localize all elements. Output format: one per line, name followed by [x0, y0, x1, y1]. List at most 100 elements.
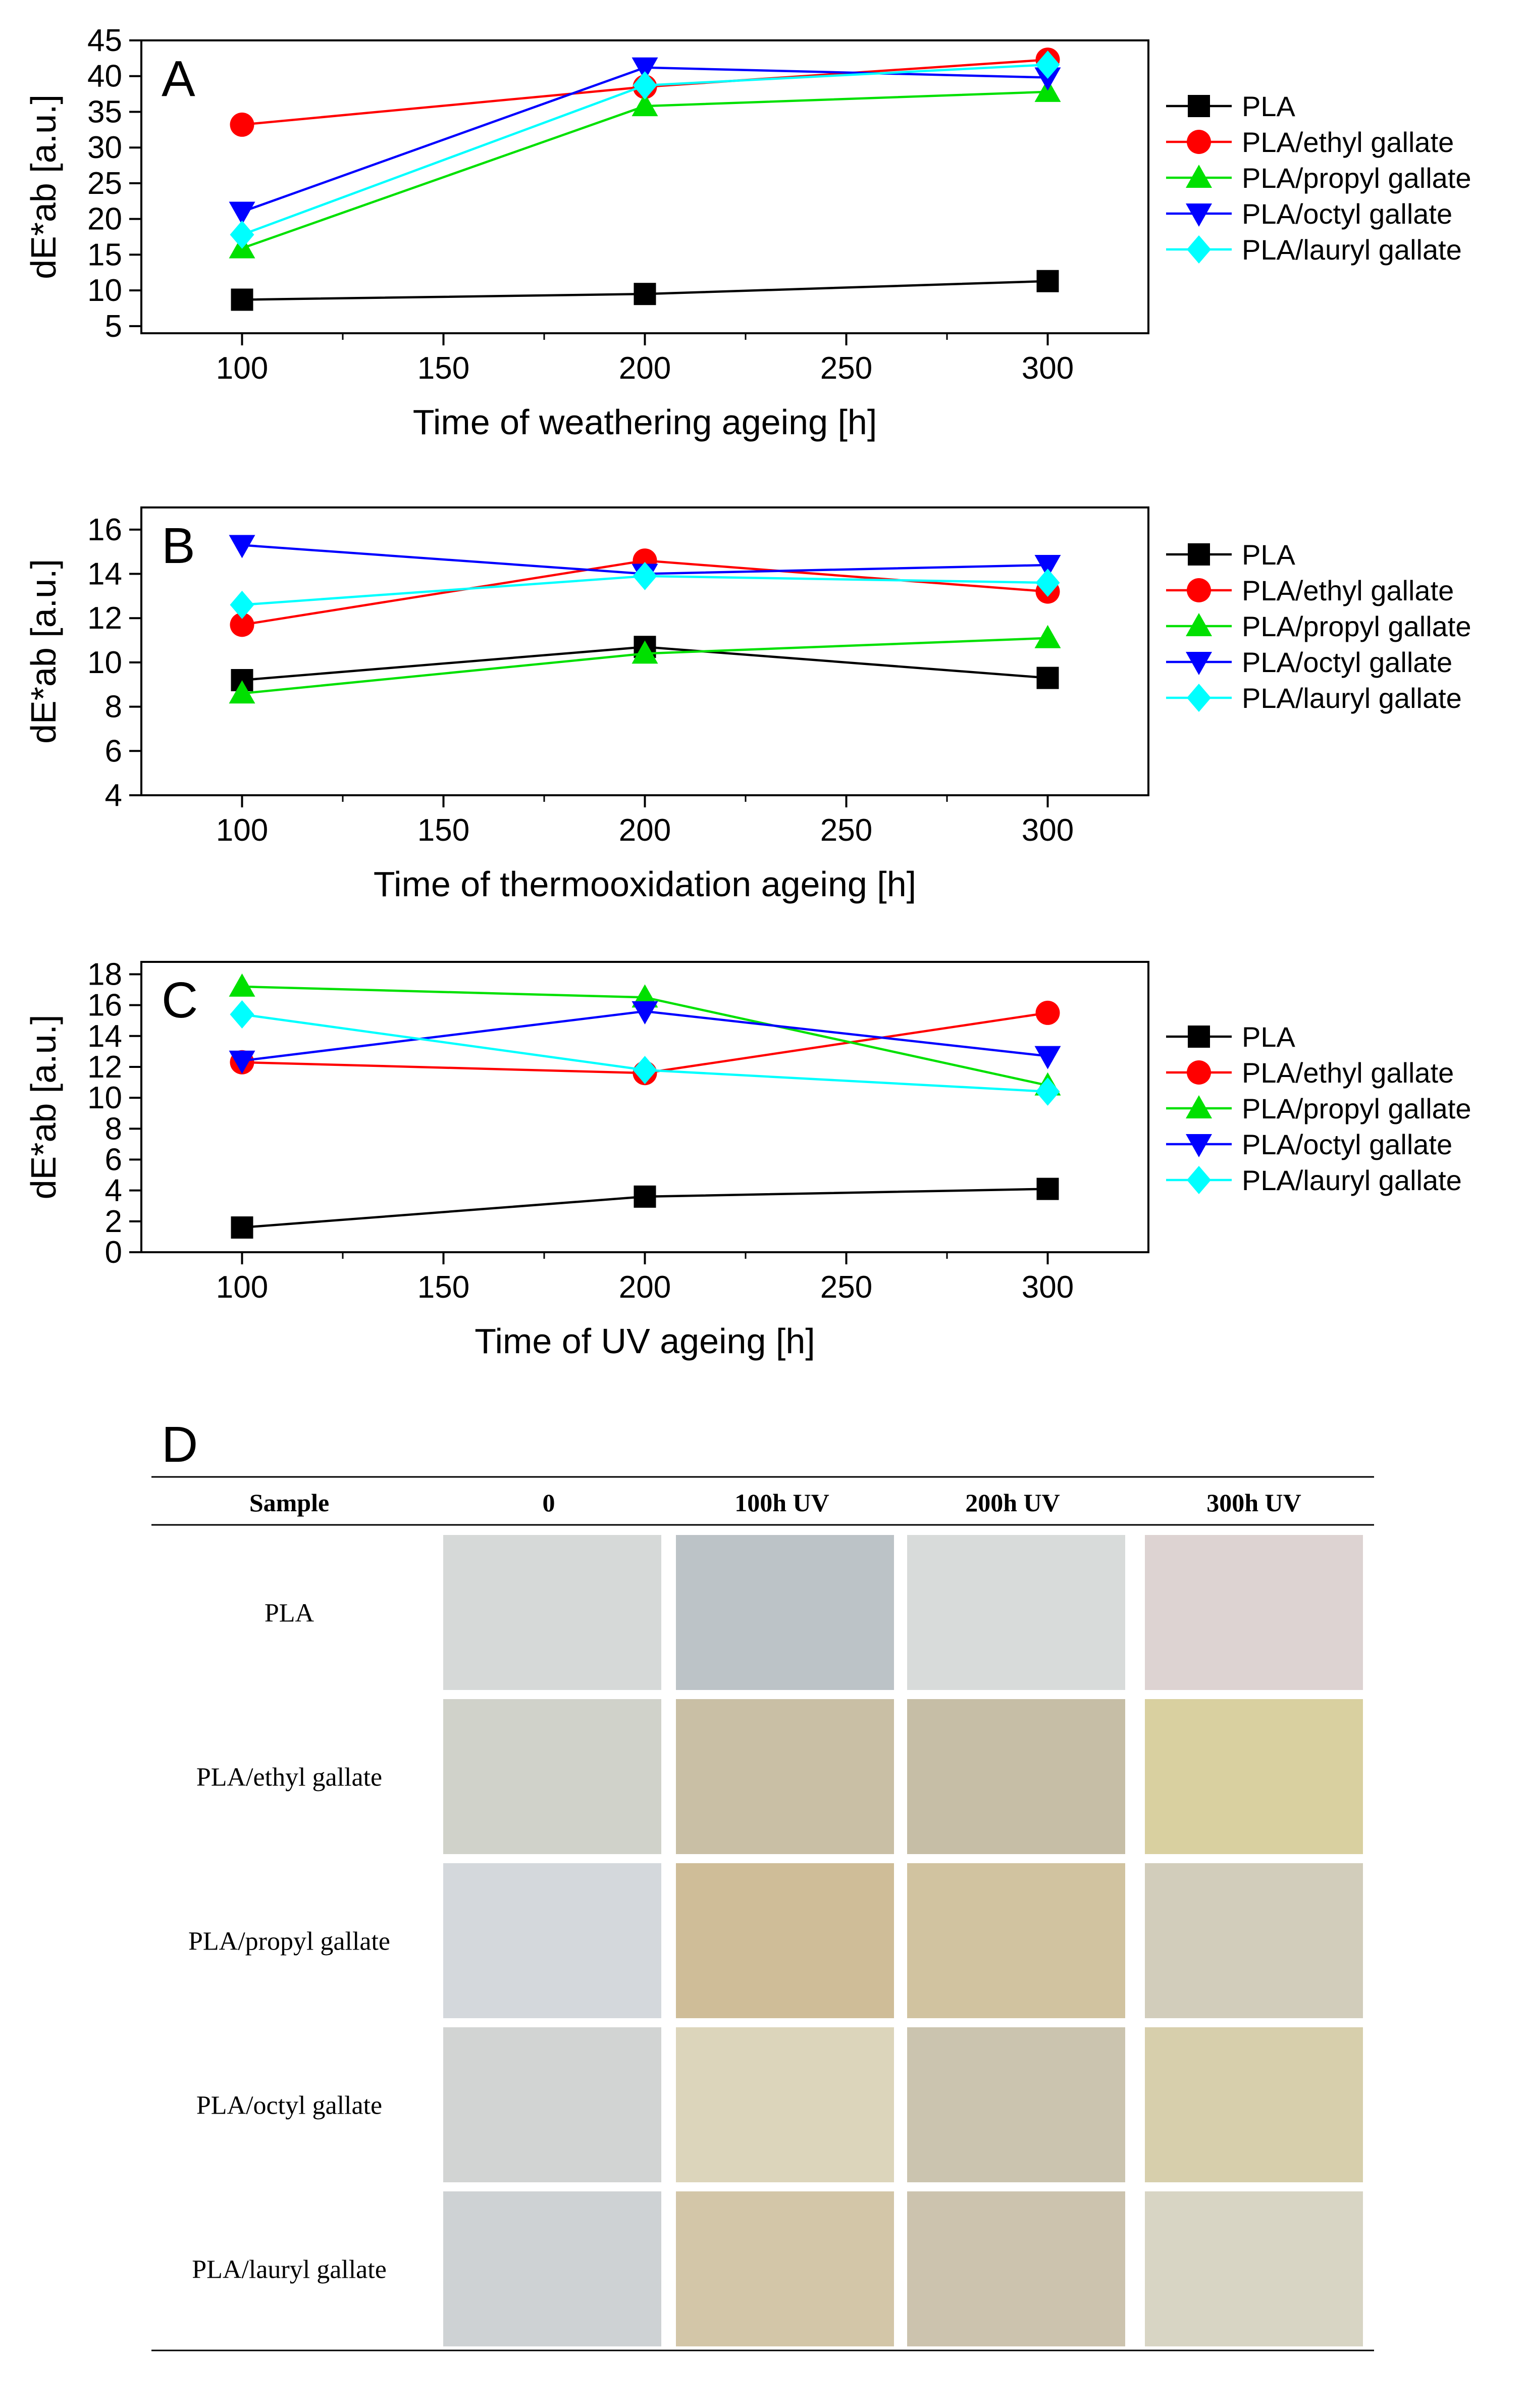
- x-axis-label: Time of thermooxidation ageing [h]: [374, 864, 916, 904]
- legend-marker: [1188, 95, 1210, 117]
- x-tick-label: 100: [216, 1270, 268, 1305]
- legend-marker: [1186, 203, 1212, 227]
- sample-photo: [676, 2191, 894, 2346]
- sample-photo: [676, 1863, 894, 2018]
- y-tick-label: 6: [105, 1142, 122, 1177]
- y-axis-label: dE*ab [a.u.]: [24, 94, 63, 279]
- legend-marker: [1188, 543, 1210, 566]
- sample-photo: [907, 1863, 1125, 2018]
- legend-label: PLA: [1242, 90, 1295, 122]
- data-point: [229, 1050, 255, 1074]
- y-tick-label: 25: [87, 166, 122, 201]
- data-point: [1035, 1077, 1060, 1106]
- y-tick-label: 0: [105, 1235, 122, 1270]
- data-point: [1036, 1177, 1059, 1200]
- legend-label: PLA/propyl gallate: [1242, 1093, 1471, 1124]
- y-axis-label: dE*ab [a.u.]: [24, 559, 63, 744]
- legend-marker: [1187, 130, 1211, 154]
- legend-marker: [1187, 235, 1211, 264]
- legend-label: PLA/octyl gallate: [1242, 646, 1452, 678]
- data-point: [1036, 667, 1059, 689]
- x-tick-label: 250: [820, 351, 872, 386]
- legend-marker: [1187, 1166, 1211, 1194]
- y-tick-label: 45: [87, 23, 122, 58]
- y-tick-label: 10: [87, 645, 122, 680]
- table-header: 200h UV: [965, 1489, 1060, 1517]
- y-axis-label: dE*ab [a.u.]: [24, 1015, 63, 1200]
- sample-photo: [676, 1699, 894, 1854]
- y-tick-label: 6: [105, 734, 122, 768]
- legend-label: PLA/lauryl gallate: [1242, 234, 1462, 266]
- table-row-label: PLA/lauryl gallate: [192, 2256, 387, 2284]
- y-tick-label: 14: [87, 1019, 122, 1054]
- sample-photo: [1145, 2191, 1363, 2346]
- x-tick-label: 100: [216, 351, 268, 386]
- data-point: [634, 1185, 656, 1208]
- data-point: [231, 288, 253, 311]
- data-point: [230, 590, 254, 619]
- table-header: 300h UV: [1206, 1489, 1301, 1517]
- x-tick-label: 150: [417, 813, 469, 848]
- data-point: [1035, 569, 1060, 597]
- data-point: [633, 1056, 657, 1085]
- sample-photo: [676, 1535, 894, 1690]
- panel-label: B: [162, 518, 195, 574]
- legend-label: PLA/ethyl gallate: [1242, 126, 1454, 158]
- x-tick-label: 250: [820, 1270, 872, 1305]
- table-row-label: PLA/octyl gallate: [196, 2091, 382, 2120]
- table-row-label: PLA/propyl gallate: [188, 1927, 390, 1956]
- data-point: [633, 561, 657, 590]
- data-point: [230, 112, 254, 137]
- sample-photo: [1145, 1535, 1363, 1690]
- y-tick-label: 35: [87, 94, 122, 129]
- x-tick-label: 200: [619, 813, 671, 848]
- data-point: [229, 201, 255, 225]
- legend-label: PLA: [1242, 1021, 1295, 1053]
- panel-label: A: [162, 50, 195, 107]
- x-tick-label: 150: [417, 1270, 469, 1305]
- legend-label: PLA/ethyl gallate: [1242, 1057, 1454, 1089]
- y-tick-label: 15: [87, 237, 122, 272]
- table-row-label: PLA/ethyl gallate: [196, 1763, 382, 1792]
- data-point: [230, 1000, 254, 1029]
- x-tick-label: 200: [619, 1270, 671, 1305]
- legend-marker: [1186, 652, 1212, 675]
- data-point: [229, 973, 255, 997]
- data-point: [1034, 1046, 1061, 1069]
- sample-photo: [1145, 2027, 1363, 2182]
- y-tick-label: 4: [105, 778, 122, 813]
- y-tick-label: 2: [105, 1204, 122, 1239]
- legend-label: PLA/propyl gallate: [1242, 162, 1471, 194]
- data-point: [632, 1001, 658, 1024]
- legend-marker: [1186, 1134, 1212, 1157]
- data-point: [231, 1216, 253, 1239]
- data-point: [1035, 1000, 1060, 1025]
- y-tick-label: 18: [87, 957, 122, 992]
- x-tick-label: 300: [1022, 351, 1074, 386]
- sample-table: D Sample 0 100h UV 200h UV 300h UV PLA PLA/ethy…: [151, 1416, 1374, 2351]
- y-tick-label: 20: [87, 202, 122, 237]
- sample-photo: [676, 2027, 894, 2182]
- table-header: 100h UV: [734, 1489, 829, 1517]
- data-point: [1036, 270, 1059, 292]
- sample-photo: [1145, 1863, 1363, 2018]
- x-tick-label: 300: [1022, 1270, 1074, 1305]
- legend-marker: [1186, 1095, 1212, 1118]
- legend-label: PLA/octyl gallate: [1242, 1129, 1452, 1160]
- x-tick-label: 100: [216, 813, 268, 848]
- sample-photo: [907, 1699, 1125, 1854]
- y-tick-label: 10: [87, 1081, 122, 1115]
- sample-photo: [443, 1863, 661, 2018]
- data-point: [229, 535, 255, 558]
- x-tick-label: 150: [417, 351, 469, 386]
- legend-label: PLA/propyl gallate: [1242, 610, 1471, 642]
- x-tick-label: 200: [619, 351, 671, 386]
- x-tick-label: 300: [1022, 813, 1074, 848]
- legend-label: PLA/lauryl gallate: [1242, 1164, 1462, 1196]
- y-tick-label: 30: [87, 130, 122, 165]
- y-tick-label: 12: [87, 601, 122, 636]
- sample-photo: [1145, 1699, 1363, 1854]
